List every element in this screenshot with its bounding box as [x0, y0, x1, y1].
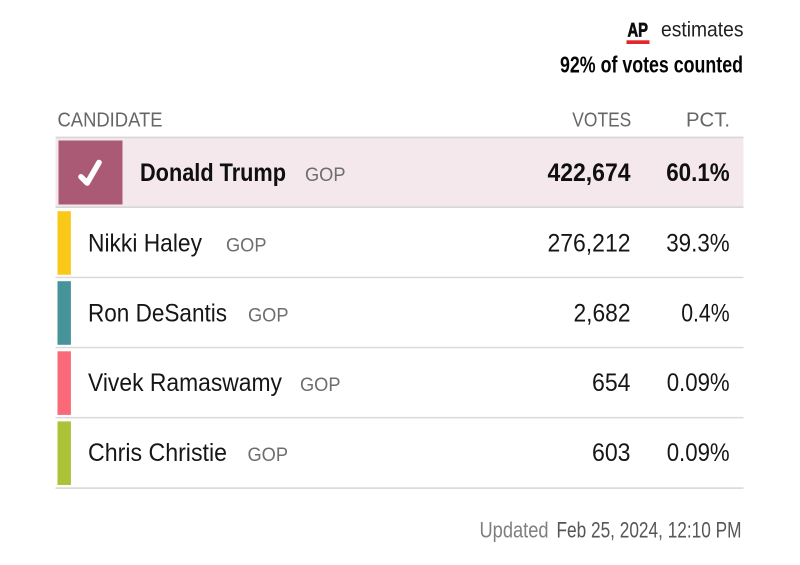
svg-text:estimates: estimates	[661, 18, 744, 42]
svg-text:Updated: Updated	[480, 518, 549, 543]
svg-text:GOP: GOP	[248, 444, 289, 466]
svg-text:2,682: 2,682	[574, 299, 631, 327]
svg-text:0.09%: 0.09%	[667, 439, 730, 467]
svg-text:654: 654	[592, 369, 631, 397]
svg-text:GOP: GOP	[248, 304, 289, 326]
svg-text:Ron DeSantis: Ron DeSantis	[88, 299, 227, 327]
svg-text:39.3%: 39.3%	[666, 230, 730, 258]
svg-text:Nikki Haley: Nikki Haley	[88, 230, 202, 258]
svg-text:603: 603	[592, 439, 631, 467]
svg-text:Feb 25, 2024, 12:10 PM: Feb 25, 2024, 12:10 PM	[557, 518, 742, 543]
svg-text:VOTES: VOTES	[572, 110, 631, 132]
svg-text:Chris Christie: Chris Christie	[88, 439, 227, 467]
svg-text:AP: AP	[628, 20, 649, 42]
svg-text:Vivek Ramaswamy: Vivek Ramaswamy	[88, 369, 282, 397]
svg-text:GOP: GOP	[300, 374, 341, 396]
svg-text:0.4%: 0.4%	[681, 299, 730, 327]
svg-text:276,212: 276,212	[548, 230, 631, 258]
svg-text:PCT.: PCT.	[686, 110, 730, 132]
svg-text:92% of votes counted: 92% of votes counted	[560, 52, 743, 78]
svg-text:Donald Trump: Donald Trump	[140, 159, 286, 187]
svg-text:GOP: GOP	[226, 235, 267, 257]
svg-text:422,674: 422,674	[548, 159, 631, 187]
svg-text:60.1%: 60.1%	[666, 159, 730, 187]
svg-text:CANDIDATE: CANDIDATE	[58, 110, 163, 132]
svg-text:0.09%: 0.09%	[667, 369, 730, 397]
svg-text:GOP: GOP	[305, 164, 346, 186]
